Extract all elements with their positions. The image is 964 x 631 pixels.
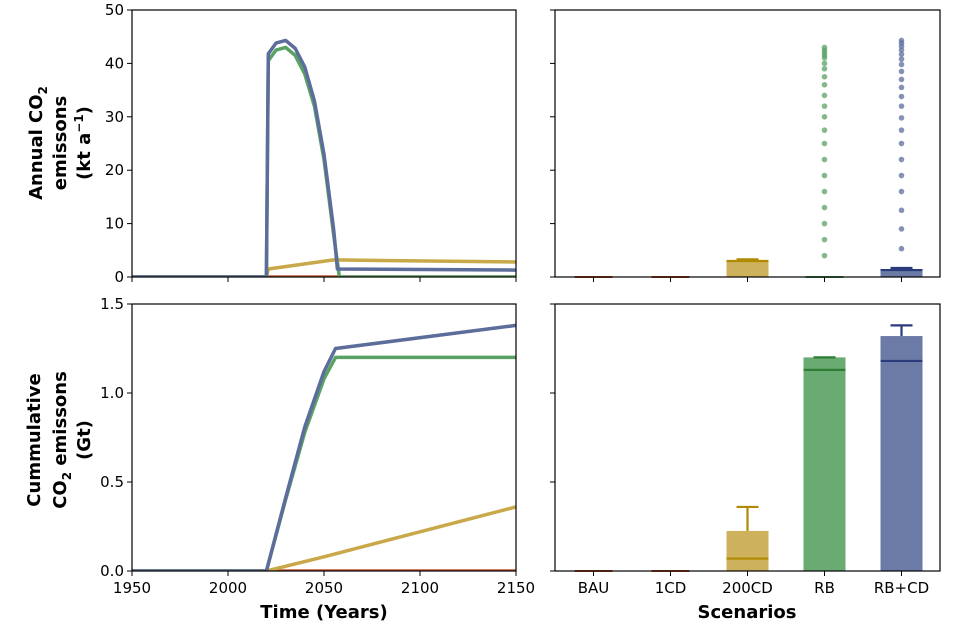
outlier-point-rb-cd xyxy=(898,56,905,62)
axes-frame xyxy=(131,303,517,572)
series-group xyxy=(132,38,516,277)
x-tick-label: 2050 xyxy=(305,579,343,597)
outlier-point-rb-cd xyxy=(898,127,905,133)
x-tick-label-bau: BAU xyxy=(578,579,610,597)
y-tick-label: 1.0 xyxy=(100,384,124,402)
outlier-point-rb xyxy=(821,81,828,88)
outlier-point-rb-cd xyxy=(898,61,905,68)
x-tick-label: 2000 xyxy=(209,579,247,597)
panel-annual-scenarios xyxy=(550,9,941,282)
outlier-point-rb xyxy=(821,60,828,67)
outlier-point-rb xyxy=(821,92,828,99)
time-axis-title: Time (Years) xyxy=(260,602,387,623)
y-tick-label: 10 xyxy=(105,215,124,233)
outlier-point-rb-cd xyxy=(898,140,905,147)
outlier-point-rb-cd xyxy=(898,156,905,163)
bottom-ylabel-line2: CO2 emissons xyxy=(50,371,74,509)
axes-frame xyxy=(554,9,941,278)
bottom-ylabel-line1: Cummulative xyxy=(24,373,45,506)
outlier-point-rb-cd xyxy=(898,207,905,214)
y-tick-label: 20 xyxy=(105,161,124,179)
y-tick-label: 40 xyxy=(105,54,124,72)
outlier-point-rb-cd xyxy=(898,226,905,232)
outlier-point-rb xyxy=(821,103,828,109)
x-tick-label-rb: RB xyxy=(814,579,835,597)
outlier-point-rb xyxy=(821,127,828,133)
top-y-axis-label: Annual CO2 emissons (kt a−1) xyxy=(26,86,95,200)
top-ylabel-line2: emissons xyxy=(50,96,71,190)
bar-rb-cd xyxy=(880,336,923,571)
y-tick-label: 30 xyxy=(105,108,124,126)
outlier-point-rb xyxy=(821,204,828,211)
axes-frame xyxy=(131,9,517,278)
outlier-point-rb xyxy=(821,73,828,80)
outlier-point-rb-cd xyxy=(898,47,905,53)
outlier-point-rb-cd xyxy=(898,103,905,109)
series-group xyxy=(132,323,516,571)
panel-annual-timeseries: 0 10 20 30 40 50 xyxy=(105,1,517,286)
bar-rb-cd xyxy=(880,268,923,277)
series-line-200cd xyxy=(132,258,516,277)
x-tick-label-rb-cd: RB+CD xyxy=(874,579,929,597)
outlier-point-rb xyxy=(821,55,828,61)
bar-rb xyxy=(803,357,846,571)
y-tick-label: 50 xyxy=(105,1,124,19)
outlier-point-rb xyxy=(821,188,828,195)
x-tick-label-200cd: 200CD xyxy=(722,579,773,597)
series-line-rb xyxy=(132,355,516,571)
x-tick-label-1cd: 1CD xyxy=(655,579,687,597)
x-tick-label: 2100 xyxy=(401,579,439,597)
x-tick-label: 1950 xyxy=(113,579,151,597)
axes-frame xyxy=(554,303,941,572)
outlier-point-rb-cd xyxy=(898,245,905,252)
outlier-point-rb xyxy=(821,65,828,72)
outlier-point-rb xyxy=(821,252,828,259)
outlier-point-rb-cd xyxy=(898,93,905,100)
outlier-point-rb xyxy=(821,156,828,163)
outlier-point-rb-cd xyxy=(898,76,905,83)
series-line-rb-cd xyxy=(132,323,516,571)
outlier-point-rb xyxy=(821,172,828,179)
bottom-ylabel-line3: (Gt) xyxy=(74,420,95,460)
outlier-point-rb-cd xyxy=(898,51,905,58)
outlier-point-rb xyxy=(821,114,828,120)
outlier-point-rb-cd xyxy=(898,172,905,179)
outlier-point-rb xyxy=(821,140,828,147)
panel-cumulative-timeseries: 0.0 0.5 1.0 1.5 1950 2000 2050 2100 2150 xyxy=(100,295,535,597)
y-tick-label: 1.5 xyxy=(100,295,124,313)
bar-200cd xyxy=(726,530,769,571)
top-ylabel-line3: (kt a−1) xyxy=(72,106,95,180)
panel-cumulative-scenarios: BAU 1CD 200CD RB RB+CD xyxy=(550,303,941,597)
y-tick-label: 0 xyxy=(114,268,124,286)
outlier-point-rb-cd xyxy=(898,68,905,75)
outlier-point-rb-cd xyxy=(898,115,905,121)
scenarios-axis-title: Scenarios xyxy=(698,602,797,623)
top-ylabel-line1: Annual CO2 xyxy=(26,86,50,200)
series-line-rb-cd xyxy=(132,38,516,277)
bottom-y-axis-label: Cummulative CO2 emissons (Gt) xyxy=(24,371,95,509)
y-tick-label: 0.5 xyxy=(100,473,124,491)
outlier-point-rb xyxy=(821,236,828,243)
outlier-point-rb-cd xyxy=(898,188,905,195)
y-tick-label: 0.0 xyxy=(100,562,124,580)
bar-200cd xyxy=(726,260,769,277)
x-tick-label: 2150 xyxy=(497,579,535,597)
outlier-point-rb-cd xyxy=(898,84,905,91)
series-line-200cd xyxy=(132,505,516,571)
svg-text:Annual CO2: Annual CO2 xyxy=(26,86,50,200)
outlier-point-rb xyxy=(821,220,828,227)
